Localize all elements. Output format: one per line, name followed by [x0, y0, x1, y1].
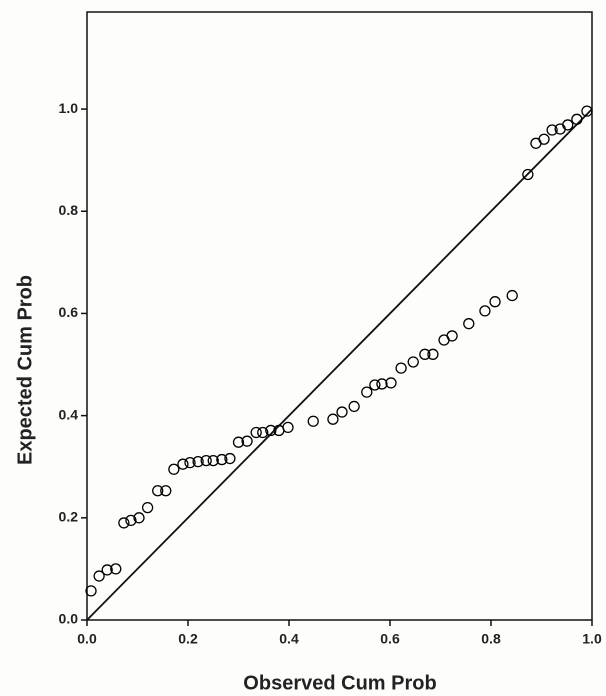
y-tick-label: 0.6	[59, 304, 79, 320]
y-axis-title: Expected Cum Prob	[14, 275, 36, 465]
x-axis-title: Observed Cum Prob	[243, 672, 436, 694]
chart: Observed Cum Prob Expected Cum Prob 0.0 0…	[0, 0, 606, 696]
x-tick-label: 0.0	[77, 631, 97, 647]
y-tick-label: 0.8	[59, 202, 79, 218]
x-tick-label: 0.4	[279, 631, 299, 647]
x-tick-label: 0.2	[178, 631, 198, 647]
y-tick-label: 0.2	[59, 509, 79, 525]
y-tick-label: 0.0	[59, 611, 79, 627]
page: Observed Cum Prob Expected Cum Prob 0.0 0…	[0, 0, 606, 696]
y-tick-label: 1.0	[59, 100, 79, 116]
x-tick-label: 0.6	[380, 631, 400, 647]
y-tick-label: 0.4	[59, 406, 79, 422]
x-tick-label: 1.0	[582, 631, 602, 647]
background	[0, 0, 606, 696]
x-tick-label: 0.8	[481, 631, 501, 647]
